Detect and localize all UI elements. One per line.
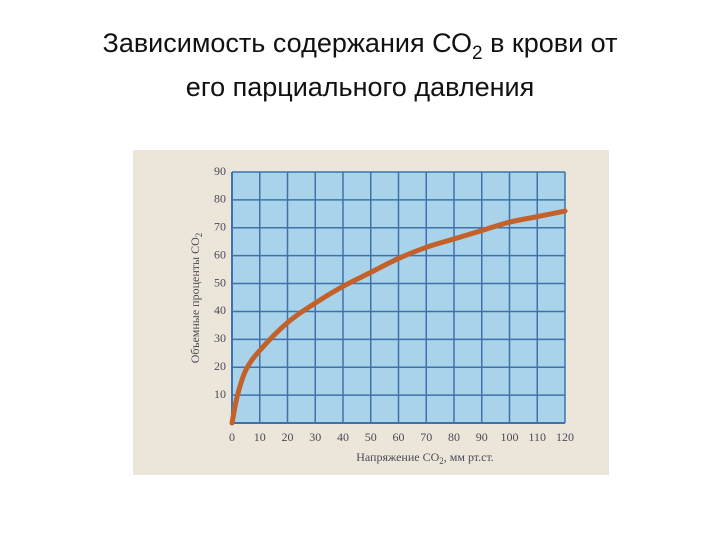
y-axis-label: Объемные проценты СО2	[188, 233, 204, 363]
y-tick-label: 30	[214, 331, 226, 345]
x-tick-label: 100	[501, 430, 519, 444]
x-tick-label: 40	[337, 430, 349, 444]
x-tick-label: 20	[282, 430, 294, 444]
x-tick-label: 120	[556, 430, 574, 444]
x-tick-label: 10	[254, 430, 266, 444]
x-tick-label: 70	[420, 430, 432, 444]
data-line	[229, 208, 568, 426]
y-tick-label: 90	[214, 164, 226, 178]
plot: 0 10 20 30 40 50 60 70 80 90 100 110 120 10 20 30 40 50 60…	[214, 164, 574, 444]
label-part: , мм рт.ст.	[444, 450, 494, 464]
slide-title: его парциального давления	[186, 72, 534, 102]
x-tick-label: 0	[229, 430, 235, 444]
x-tick-label: 80	[448, 430, 460, 444]
title-subscript: 2	[472, 43, 483, 64]
label-part: Напряжение СО	[356, 450, 439, 464]
x-tick-label: 30	[309, 430, 321, 444]
title-part: в крови от	[483, 28, 618, 58]
y-tick-label: 70	[214, 220, 226, 234]
y-tick-label: 10	[214, 387, 226, 401]
label-subscript: 2	[439, 456, 444, 466]
slide-title: Зависимость содержания СО2 в крови от	[103, 28, 618, 64]
x-tick-label: 50	[365, 430, 377, 444]
label-subscript: 2	[194, 233, 204, 238]
y-tick-label: 40	[214, 303, 226, 317]
x-tick-label: 110	[528, 430, 546, 444]
y-tick-label: 80	[214, 192, 226, 206]
y-tick-label: 60	[214, 247, 226, 261]
y-tick-label: 20	[214, 359, 226, 373]
x-tick-label: 90	[476, 430, 488, 444]
x-axis-label: Напряжение СО2, мм рт.ст.	[356, 450, 494, 466]
y-tick-label: 50	[214, 275, 226, 289]
x-tick-label: 60	[393, 430, 405, 444]
title-part: Зависимость содержания СО	[103, 28, 472, 58]
label-part: Объемные проценты СО	[188, 237, 202, 363]
